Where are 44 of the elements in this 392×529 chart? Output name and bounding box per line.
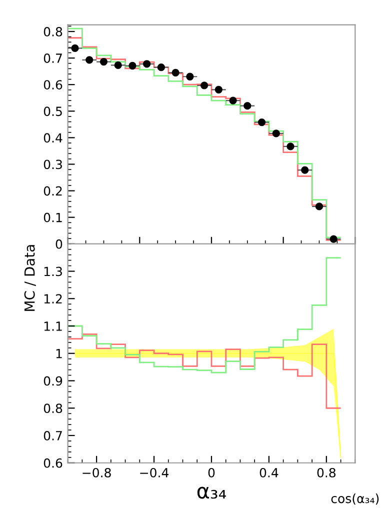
y-tick-label: 0.3 bbox=[44, 160, 62, 170]
y-tick-label: 0.6 bbox=[44, 80, 62, 90]
y-tick-label: 0.8 bbox=[44, 404, 62, 414]
point bbox=[315, 202, 324, 210]
y-axis-title: MC / Data bbox=[24, 245, 36, 311]
point bbox=[200, 82, 208, 90]
point bbox=[114, 61, 122, 70]
point bbox=[186, 72, 194, 80]
point bbox=[286, 142, 294, 150]
y-tick-label: 1.3 bbox=[44, 266, 62, 276]
y-tick-label: 0.2 bbox=[44, 186, 62, 196]
point bbox=[128, 62, 136, 70]
y-tick-label: 0.7 bbox=[44, 430, 62, 440]
point bbox=[301, 166, 309, 174]
x-tick-label: −0.4 bbox=[140, 468, 168, 478]
y-tick-label: 0.7 bbox=[44, 54, 62, 63]
x-tick-label: 0.4 bbox=[260, 468, 278, 478]
y-tick-label: 0 bbox=[56, 239, 62, 249]
y-tick-label: 1.2 bbox=[44, 294, 62, 304]
point bbox=[330, 235, 338, 243]
y-tick-label: 0.9 bbox=[44, 376, 62, 386]
point bbox=[172, 68, 180, 76]
point bbox=[214, 86, 222, 94]
x-axis-title: α₃₄ bbox=[197, 486, 226, 499]
point bbox=[229, 96, 237, 104]
point bbox=[143, 60, 151, 68]
point bbox=[258, 118, 266, 126]
y-tick-label: 0.5 bbox=[44, 106, 62, 116]
point bbox=[272, 130, 280, 138]
y-tick-label: 1 bbox=[56, 349, 62, 358]
y-tick-label: 0.1 bbox=[44, 212, 62, 222]
y-tick-label: 0.4 bbox=[44, 133, 62, 143]
x-tick-label: −0.8 bbox=[82, 468, 111, 478]
point bbox=[244, 102, 252, 110]
y-tick-label: 0.6 bbox=[44, 458, 62, 468]
y-tick-label: 1.1 bbox=[44, 322, 62, 331]
point bbox=[71, 44, 79, 52]
x-tick-label: 0.8 bbox=[317, 468, 336, 478]
y-tick-label: 0.8 bbox=[44, 26, 62, 36]
point bbox=[157, 64, 166, 72]
text: cos(α₃₄) bbox=[331, 494, 379, 505]
x-tick-label: 0 bbox=[208, 468, 215, 478]
point bbox=[100, 58, 108, 66]
point bbox=[86, 56, 94, 64]
